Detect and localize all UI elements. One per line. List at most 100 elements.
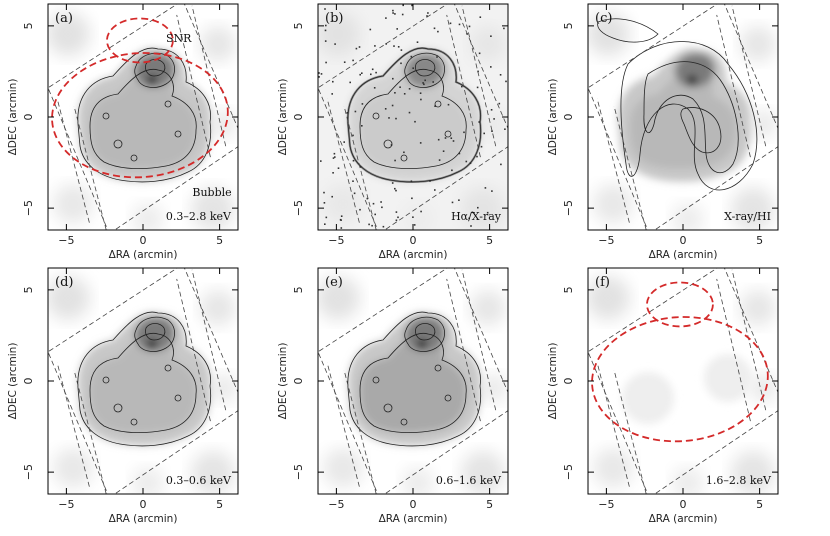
star-point	[433, 27, 436, 30]
star-point	[375, 71, 377, 74]
star-point	[411, 197, 413, 200]
y-axis-label: ΔDEC (arcmin)	[547, 79, 559, 156]
background-noise	[588, 276, 630, 320]
star-point	[499, 74, 502, 76]
star-point	[478, 52, 481, 55]
star-point	[394, 159, 396, 162]
y-tick-label: 5	[292, 22, 305, 29]
star-point	[436, 56, 438, 58]
star-point	[382, 225, 385, 228]
chip-boundary	[446, 14, 481, 158]
star-point	[483, 132, 485, 135]
x-tick-label: −5	[598, 498, 614, 511]
background-noise	[740, 26, 776, 62]
star-point	[422, 82, 424, 84]
chip-boundary	[731, 269, 767, 411]
star-point	[333, 152, 336, 155]
star-point	[465, 160, 468, 163]
star-point	[332, 157, 335, 159]
background-noise	[672, 203, 704, 230]
y-tick-label: −5	[562, 200, 575, 216]
star-point	[392, 9, 394, 12]
star-point	[413, 224, 416, 226]
background-noise	[53, 448, 93, 488]
star-point	[471, 211, 474, 214]
y-tick-label: 0	[562, 378, 575, 385]
star-point	[476, 155, 478, 158]
star-point	[427, 12, 429, 14]
x-tick-label: 5	[216, 234, 223, 247]
y-tick-label: 0	[292, 114, 305, 121]
star-point	[395, 211, 398, 213]
x-tick-label: 0	[410, 234, 417, 247]
star-point	[340, 215, 343, 217]
star-point	[371, 224, 373, 227]
star-point	[420, 98, 422, 101]
star-point	[451, 169, 453, 172]
emission-image	[347, 48, 481, 182]
star-point	[354, 110, 357, 113]
x-tick-label: −5	[328, 498, 344, 511]
fov-boundary	[48, 268, 238, 494]
star-point	[353, 192, 356, 195]
star-point	[368, 223, 370, 226]
star-point	[416, 41, 419, 43]
star-point	[332, 80, 334, 83]
bubble-ellipse	[591, 316, 769, 443]
panel-letter: (d)	[55, 275, 73, 290]
star-point	[359, 208, 361, 211]
star-point	[476, 86, 479, 89]
star-point	[352, 180, 354, 182]
y-tick-label: 0	[22, 114, 35, 121]
star-point	[334, 43, 336, 45]
chip-boundary	[446, 278, 481, 422]
background-noise	[740, 290, 776, 326]
panel-caption: 0.3–2.8 keV	[166, 210, 232, 223]
background-noise	[191, 451, 235, 494]
star-point	[340, 219, 342, 221]
emission-image	[347, 312, 481, 446]
star-point	[318, 76, 320, 78]
star-point	[434, 105, 436, 107]
background-noise	[731, 451, 775, 494]
star-point	[419, 92, 422, 94]
star-point	[394, 13, 396, 15]
star-point	[458, 23, 461, 26]
star-point	[397, 46, 400, 48]
star-point	[419, 142, 422, 144]
star-point	[490, 109, 493, 111]
background-noise	[200, 26, 236, 62]
chip-boundary	[731, 5, 767, 147]
star-point	[331, 195, 333, 198]
star-point	[392, 77, 394, 80]
star-point	[486, 211, 489, 214]
chip-boundary	[343, 105, 377, 230]
star-point	[500, 163, 502, 166]
star-point	[437, 30, 439, 33]
x-tick-label: 0	[680, 498, 687, 511]
panel-caption: Hα/X-ray	[451, 210, 502, 223]
star-point	[361, 125, 363, 127]
background-noise	[132, 467, 164, 494]
y-tick-label: −5	[292, 200, 305, 216]
chip-boundary	[716, 278, 751, 422]
star-point	[437, 138, 440, 141]
star-point	[391, 104, 394, 107]
star-point	[484, 187, 487, 189]
star-point	[468, 217, 470, 220]
y-axis-label: ΔDEC (arcmin)	[277, 343, 289, 420]
star-point	[491, 130, 493, 132]
star-point	[438, 159, 441, 161]
y-tick-label: −5	[22, 200, 35, 216]
star-point	[490, 66, 492, 68]
panel-caption: X-ray/HI	[724, 210, 771, 223]
x-tick-label: 0	[140, 234, 147, 247]
panel-letter: (f)	[595, 275, 610, 290]
background-noise	[749, 374, 777, 402]
star-point	[468, 25, 471, 28]
fov-boundary	[318, 268, 508, 494]
background-noise	[461, 451, 505, 494]
emission-image	[617, 48, 751, 182]
bubble-label: Bubble	[192, 186, 231, 199]
chip-boundary	[613, 369, 647, 494]
